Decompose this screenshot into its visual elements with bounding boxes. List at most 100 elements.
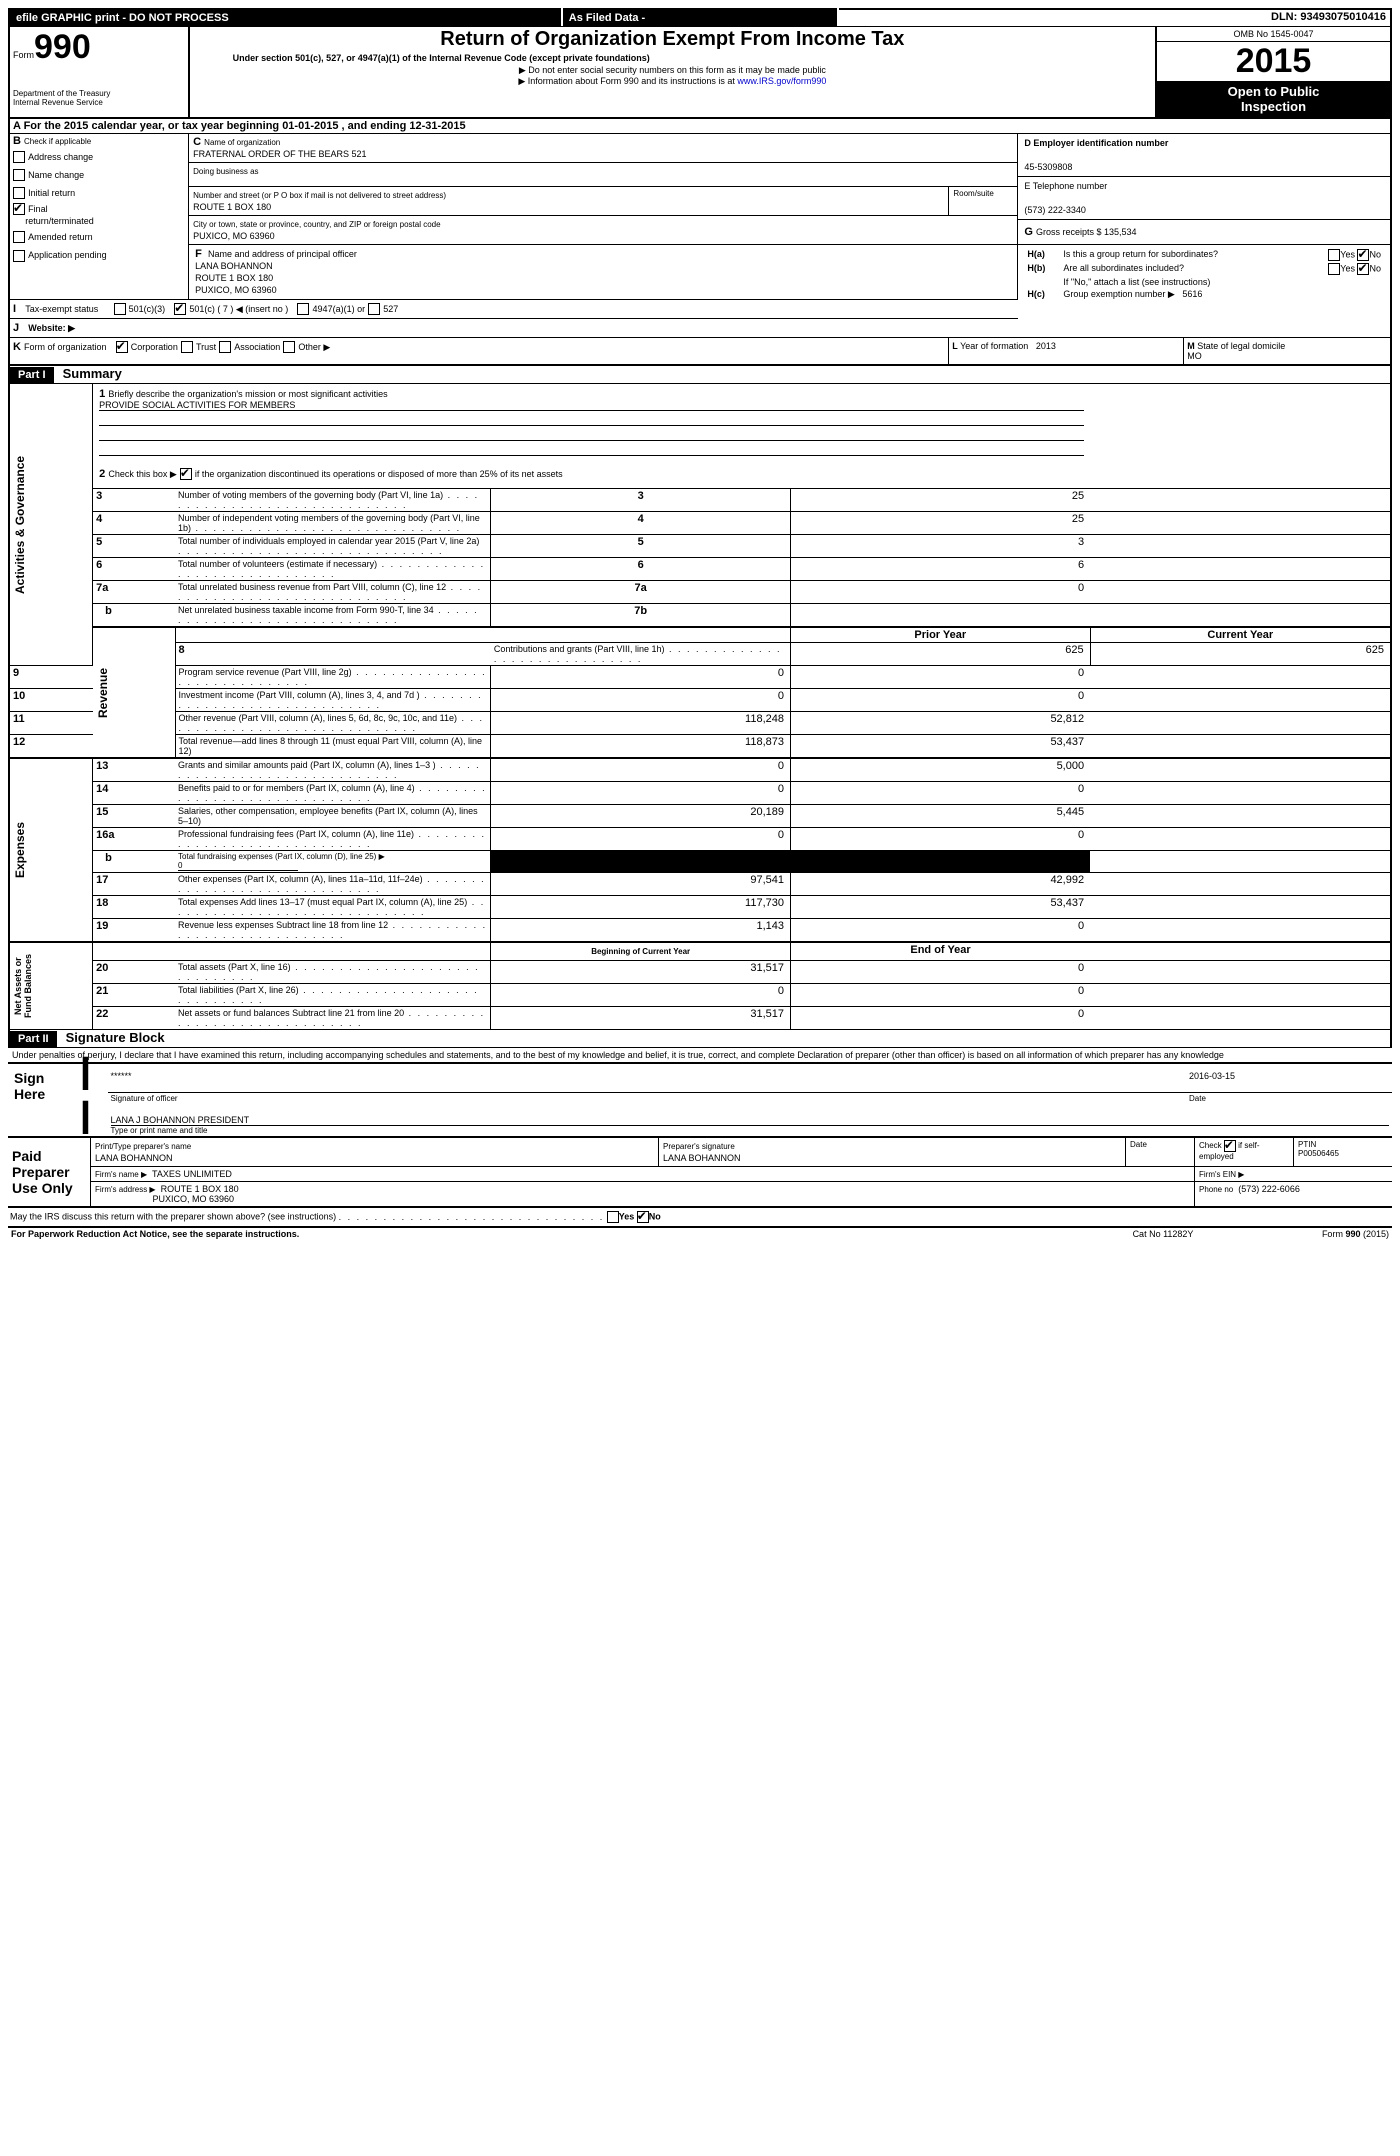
f-label: F — [195, 248, 202, 260]
line-a: A For the 2015 calendar year, or tax yea… — [9, 119, 1391, 134]
line2-text: Check this box ▶ — [108, 469, 176, 479]
sig-officer-label: Signature of officer — [108, 1092, 1186, 1108]
row-num: b — [93, 851, 175, 873]
amended-checkbox[interactable] — [13, 231, 25, 243]
501c-label: 501(c) ( 7 ) ◀ (insert no ) — [189, 304, 288, 314]
row-text: Total expenses Add lines 13–17 (must equ… — [175, 896, 491, 919]
b-label: B — [13, 135, 21, 147]
initial-return-checkbox[interactable] — [13, 187, 25, 199]
m-text: State of legal domicile — [1197, 341, 1285, 351]
row-cy: 0 — [790, 689, 1090, 712]
sig-date-value: 2016-03-15 — [1189, 1071, 1235, 1081]
type-name-label: Type or print name and title — [111, 1126, 1389, 1135]
dln-label: DLN: — [1271, 11, 1297, 23]
form-note2-pre: ▶ Information about Form 990 and its ins… — [518, 76, 737, 86]
name-change-label: Name change — [28, 170, 84, 180]
prep-sig-value: LANA BOHANNON — [663, 1153, 741, 1163]
row-cy: 5,000 — [790, 758, 1090, 782]
street-label: Number and street (or P O box if mail is… — [193, 191, 446, 200]
row-cy: 53,437 — [790, 735, 1090, 759]
trust-checkbox[interactable] — [181, 341, 193, 353]
c-label: C — [193, 136, 201, 148]
row-cy: 0 — [790, 828, 1090, 851]
row-text: Professional fundraising fees (Part IX, … — [175, 828, 491, 851]
may-irs-yes-checkbox[interactable] — [607, 1211, 619, 1223]
check-label: Check — [1199, 1141, 1222, 1150]
prep-name-value: LANA BOHANNON — [95, 1153, 173, 1163]
501c3-label: 501(c)(3) — [129, 304, 166, 314]
row-text: Program service revenue (Part VIII, line… — [175, 666, 491, 689]
app-pending-checkbox[interactable] — [13, 250, 25, 262]
4947-label: 4947(a)(1) or — [313, 304, 366, 314]
firm-ein-label: Firm's EIN ▶ — [1199, 1170, 1244, 1179]
ptin-label: PTIN — [1298, 1140, 1316, 1149]
form-note2-link[interactable]: www.IRS.gov/form990 — [737, 76, 826, 86]
room-suite-label: Room/suite — [949, 187, 1018, 215]
officer-name: LANA BOHANNON — [195, 261, 273, 271]
firm-phone-value: (573) 222-6066 — [1238, 1184, 1300, 1194]
org-name: FRATERNAL ORDER OF THE BEARS 521 — [193, 149, 366, 159]
527-checkbox[interactable] — [368, 303, 380, 315]
row-num: 19 — [93, 919, 175, 943]
row-py: 118,873 — [491, 735, 791, 759]
final-return-label1: Final — [28, 204, 48, 214]
street-value: ROUTE 1 BOX 180 — [193, 202, 271, 212]
bracket-icon: ▎ — [80, 1063, 108, 1108]
amended-label: Amended return — [28, 232, 93, 242]
hc-label: H(c) — [1024, 288, 1060, 301]
hb-yes-checkbox[interactable] — [1328, 263, 1340, 275]
row-num: 3 — [93, 489, 175, 512]
omb-label: OMB No 1545-0047 — [1157, 27, 1390, 42]
ha-label: H(a) — [1024, 248, 1060, 262]
501c-checkbox[interactable] — [174, 303, 186, 315]
line2-checkbox[interactable] — [180, 468, 192, 480]
name-change-checkbox[interactable] — [13, 169, 25, 181]
row-text: Contributions and grants (Part VIII, lin… — [491, 643, 791, 666]
sign-here-label: Sign Here — [8, 1063, 80, 1108]
assoc-label: Association — [234, 342, 280, 352]
row-cy: 42,992 — [790, 873, 1090, 896]
k-label: K — [13, 341, 21, 353]
ha-no-checkbox[interactable] — [1357, 249, 1369, 261]
4947-checkbox[interactable] — [297, 303, 309, 315]
row-cy: 0 — [790, 782, 1090, 805]
corp-checkbox[interactable] — [116, 341, 128, 353]
row-text: Grants and similar amounts paid (Part IX… — [175, 758, 491, 782]
open-public1: Open to Public — [1228, 84, 1320, 99]
hb-note: If "No," attach a list (see instructions… — [1060, 276, 1384, 288]
row-num: 6 — [93, 558, 175, 581]
row-num: 21 — [93, 984, 175, 1007]
ha-yes-checkbox[interactable] — [1328, 249, 1340, 261]
part2-title: Signature Block — [60, 1030, 165, 1045]
addr-change-checkbox[interactable] — [13, 151, 25, 163]
bracket-icon: ▎ — [80, 1108, 108, 1136]
revenue-side-label: Revenue — [96, 643, 110, 743]
other-label: Other ▶ — [298, 342, 330, 352]
form-number: 990 — [34, 28, 91, 66]
assoc-checkbox[interactable] — [219, 341, 231, 353]
row-num: 11 — [9, 712, 93, 735]
line1-text: Briefly describe the organization's miss… — [108, 389, 387, 399]
self-emp-checkbox[interactable] — [1224, 1140, 1236, 1152]
row-cy: 0 — [790, 919, 1090, 943]
row-text: Revenue less expenses Subtract line 18 f… — [175, 919, 491, 943]
501c3-checkbox[interactable] — [114, 303, 126, 315]
expenses-side-label: Expenses — [13, 780, 27, 920]
open-public2: Inspection — [1241, 99, 1306, 114]
row-value — [790, 604, 1090, 628]
row-text: Salaries, other compensation, employee b… — [175, 805, 491, 828]
row-value: 25 — [790, 489, 1090, 512]
may-irs-no-checkbox[interactable] — [637, 1211, 649, 1223]
firm-name-label: Firm's name ▶ — [95, 1170, 147, 1179]
footer-left: For Paperwork Reduction Act Notice, see … — [8, 1228, 1080, 1240]
hb-no-checkbox[interactable] — [1357, 263, 1369, 275]
other-checkbox[interactable] — [283, 341, 295, 353]
row-cy: 52,812 — [790, 712, 1090, 735]
final-return-checkbox[interactable] — [13, 203, 25, 215]
efile-label: efile GRAPHIC print - DO NOT PROCESS — [9, 9, 562, 26]
row-text: Investment income (Part VIII, column (A)… — [175, 689, 491, 712]
dept-treasury: Department of the Treasury — [13, 89, 185, 98]
prep-name-label: Print/Type preparer's name — [95, 1142, 191, 1151]
date-label: Date — [1186, 1092, 1392, 1108]
form-subtitle: Under section 501(c), 527, or 4947(a)(1)… — [193, 51, 1152, 65]
